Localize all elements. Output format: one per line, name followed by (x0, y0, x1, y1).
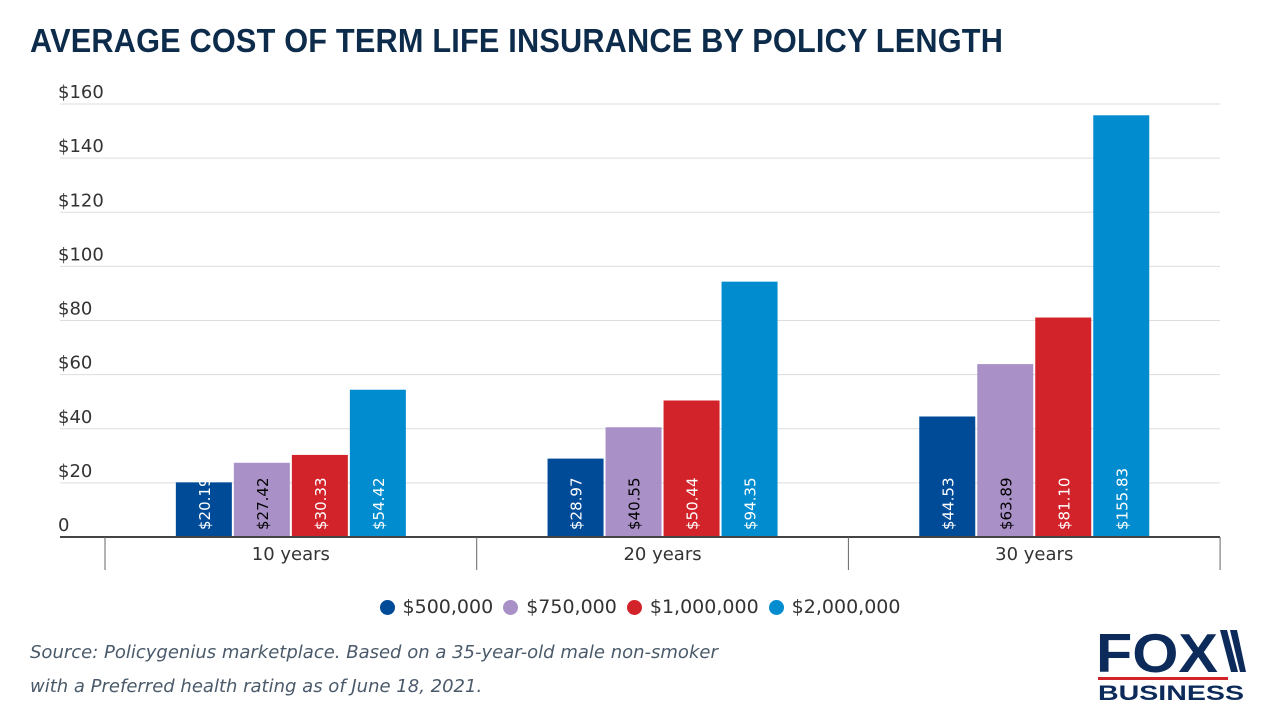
x-tick-label: 30 years (995, 544, 1073, 565)
y-tick-label: $120 (58, 190, 104, 211)
y-tick-label: $60 (58, 353, 92, 374)
bar (175, 482, 232, 537)
y-tick-label: $80 (58, 299, 92, 320)
data-label: $54.42 (370, 478, 388, 531)
legend-item: $500,000 (379, 596, 494, 618)
legend-swatch (503, 599, 519, 615)
y-tick-label: $40 (58, 407, 92, 428)
legend-item: $1,000,000 (626, 596, 759, 618)
bar (977, 364, 1034, 537)
source-note: Source: Policygenius marketplace. Based … (30, 642, 718, 697)
bar (1035, 317, 1092, 537)
data-label: $155.83 (1113, 468, 1131, 530)
bar-chart: 0 $20 $40 $60 $80 $100 $120 $140 $160 $20.19 $27.4… (58, 82, 1221, 570)
legend-label: $1,000,000 (649, 596, 759, 618)
legend-swatch (379, 599, 395, 615)
bar (919, 416, 976, 537)
bar (349, 389, 406, 537)
y-tick-label: $100 (58, 244, 104, 265)
legend-item: $2,000,000 (768, 596, 901, 618)
data-label: $30.33 (312, 478, 330, 531)
data-label: $44.53 (939, 478, 957, 531)
data-label: $20.19 (196, 478, 214, 531)
bar (721, 281, 778, 537)
svg-text:BUSINESS: BUSINESS (1098, 682, 1244, 704)
x-tick-label: 20 years (623, 544, 701, 565)
y-tick-label: $160 (58, 82, 104, 103)
y-tick-label: $20 (58, 461, 92, 482)
y-tick-label: $140 (58, 136, 104, 157)
legend-label: $500,000 (402, 596, 494, 618)
bar (547, 458, 604, 537)
legend-label: $2,000,000 (791, 596, 901, 618)
legend: $500,000 $750,000 $1,000,000 $2,000,000 (0, 596, 1280, 620)
legend-swatch (626, 599, 642, 615)
svg-text:FOX: FOX (1096, 624, 1218, 684)
y-tick-label: 0 (58, 515, 69, 536)
bar (663, 400, 720, 537)
data-label: $27.42 (254, 478, 272, 531)
data-label: $50.44 (684, 478, 702, 531)
bar (605, 427, 662, 537)
bar (1093, 115, 1150, 537)
bar (233, 462, 290, 537)
legend-item: $750,000 (503, 596, 617, 618)
chart-title: AVERAGE COST OF TERM LIFE INSURANCE BY P… (30, 22, 1004, 59)
legend-swatch (768, 599, 784, 615)
data-label: $40.55 (626, 478, 644, 531)
bar (291, 454, 348, 537)
x-tick-label: 10 years (252, 544, 330, 565)
legend-label: $750,000 (526, 596, 617, 618)
data-label: $63.89 (997, 478, 1015, 531)
data-label: $28.97 (568, 478, 586, 531)
fox-business-logo: FOX BUSINESS (1096, 624, 1246, 704)
data-label: $94.35 (742, 478, 760, 531)
data-label: $81.10 (1055, 478, 1073, 531)
